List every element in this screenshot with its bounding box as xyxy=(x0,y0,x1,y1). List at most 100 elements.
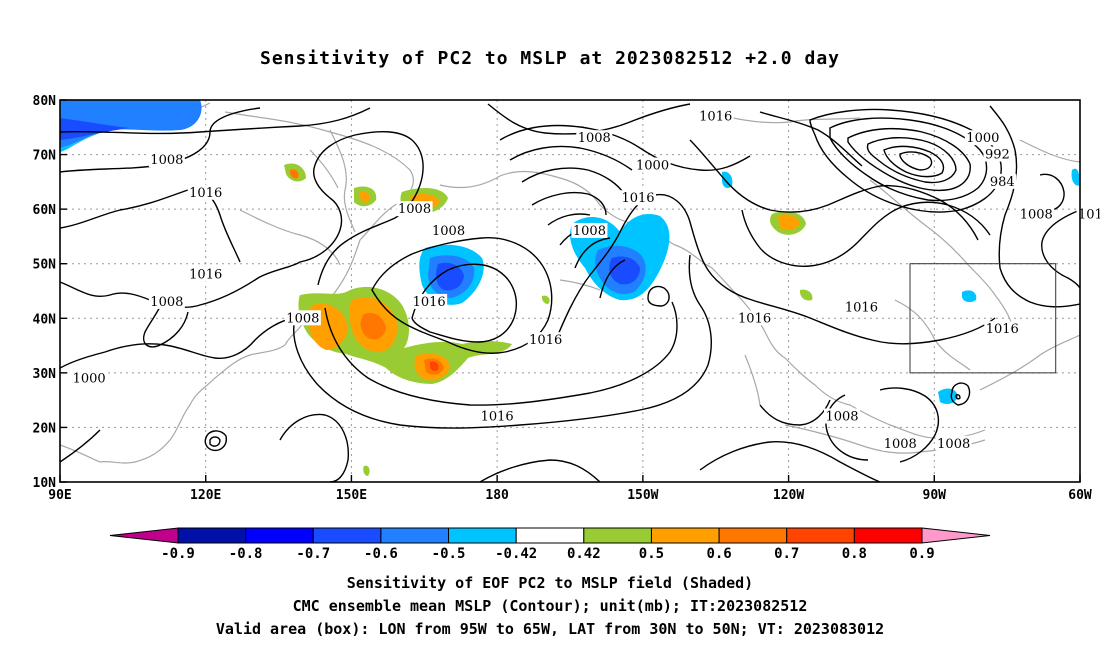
contour-label-bg xyxy=(284,310,321,326)
colorbar-label: -0.42 xyxy=(495,546,537,562)
contour-label-bg xyxy=(571,222,608,238)
contour-label-bg xyxy=(935,435,972,451)
lon-tick-label: 150W xyxy=(627,488,658,503)
contour-label-bg xyxy=(736,310,773,326)
caption-valid-area: Valid area (box): LON from 95W to 65W, L… xyxy=(215,620,885,638)
contour-label: 1008 xyxy=(398,202,431,217)
lon-tick-labels: 90E 120E 150E 180 150W 120W 90W 60W xyxy=(48,488,1092,503)
contour-label-bg xyxy=(1076,206,1100,222)
contour-label-bg xyxy=(411,293,448,309)
colorbar-segment xyxy=(245,527,314,544)
colorbar-label: 0.5 xyxy=(639,546,664,562)
contour-label: 1008 xyxy=(937,437,970,452)
contour-label-bg xyxy=(964,130,1001,146)
plot-title: Sensitivity of PC2 to MSLP at 2023082512… xyxy=(259,48,840,69)
contour-label-bg xyxy=(148,293,185,309)
lon-tick-label: 150E xyxy=(336,488,367,503)
contour-label: 1000 xyxy=(636,158,669,173)
colorbar-segment xyxy=(177,527,247,544)
contour-label-bg xyxy=(1018,206,1055,222)
lat-tick-labels: 10N 20N 30N 40N 50N 60N 70N 80N xyxy=(33,94,57,491)
map-background xyxy=(60,100,1080,482)
contour-label: 1016 xyxy=(189,186,222,201)
contour-label: 992 xyxy=(985,148,1010,163)
contour-label-bg xyxy=(620,190,656,206)
contour-label-bg xyxy=(430,222,467,238)
colorbar: -0.9 -0.8 -0.7 -0.6 -0.5 -0.42 0.42 0.5 0.6 0.7 0.… xyxy=(109,527,991,562)
contour-label: 1008 xyxy=(150,153,183,168)
contour-label: 1008 xyxy=(884,437,917,452)
contour-label-bg xyxy=(697,108,734,124)
colorbar-label: -0.9 xyxy=(161,546,195,562)
lon-tick-label: 120E xyxy=(190,488,221,503)
contour-label: 1016 xyxy=(845,300,878,315)
contour-label-bg xyxy=(988,173,1017,189)
contour-label: 1016 xyxy=(481,410,514,425)
contour-label: 1008 xyxy=(1020,208,1053,223)
lat-tick-label: 80N xyxy=(33,94,57,109)
colorbar-label: -0.8 xyxy=(229,546,263,562)
colorbar-segment xyxy=(718,527,788,544)
contour-label: 984 xyxy=(990,175,1015,190)
contour-label-bg xyxy=(983,146,1012,162)
colorbar-arrow-high xyxy=(921,527,991,544)
contour-label: 1000 xyxy=(966,131,999,146)
colorbar-label: -0.6 xyxy=(364,546,398,562)
gridlines xyxy=(60,100,1080,482)
caption-shading: Sensitivity of EOF PC2 to MSLP field (Sh… xyxy=(346,574,754,592)
contour-label: 1016 xyxy=(529,333,562,348)
contour-label-bg xyxy=(148,152,185,168)
colorbar-segment xyxy=(583,527,652,544)
colorbar-segment xyxy=(515,527,585,544)
contour-label: 1008 xyxy=(578,131,611,146)
contour-label-bg xyxy=(882,435,919,451)
lon-tick-label: 120W xyxy=(773,488,804,503)
lat-tick-label: 40N xyxy=(33,312,57,327)
contour-label-bg xyxy=(843,299,880,315)
colorbar-label: 0.8 xyxy=(842,546,867,562)
colorbar-segment xyxy=(650,527,720,544)
contour-label: 1016 xyxy=(413,295,446,310)
colorbar-segment xyxy=(380,527,450,544)
colorbar-segment xyxy=(853,527,923,544)
colorbar-segment xyxy=(312,527,382,544)
contour-label-bg xyxy=(396,201,433,217)
contour-label: 1016 xyxy=(621,191,654,206)
axis-ticks xyxy=(59,99,1081,483)
contour-label-bg xyxy=(634,157,671,173)
colorbar-label: 0.42 xyxy=(567,546,601,562)
map-frame xyxy=(59,99,1081,483)
lat-tick-label: 70N xyxy=(33,149,57,164)
colorbar-segment xyxy=(448,527,517,544)
lon-tick-label: 180 xyxy=(485,488,509,503)
lon-tick-label: 60W xyxy=(1068,488,1092,503)
colorbar-label: -0.5 xyxy=(432,546,466,562)
lat-tick-label: 60N xyxy=(33,203,57,218)
contour-label-bg xyxy=(187,266,224,282)
lon-tick-label: 90E xyxy=(48,488,71,503)
contour-label-bg xyxy=(187,184,224,200)
contour-label: 1016 xyxy=(1078,208,1100,223)
contour-label-bg xyxy=(527,332,564,348)
valid-area-box xyxy=(909,263,1057,374)
lat-tick-label: 20N xyxy=(33,421,57,436)
colorbar-label: 0.6 xyxy=(706,546,731,562)
contour-label: 1008 xyxy=(432,224,465,239)
mslp-contours xyxy=(60,103,1080,482)
contour-label: 1008 xyxy=(150,295,183,310)
contour-label-bg xyxy=(824,408,860,424)
colorbar-segment xyxy=(786,527,855,544)
colorbar-label: -0.7 xyxy=(296,546,330,562)
contour-label: 1016 xyxy=(986,322,1019,337)
colorbar-label: 0.7 xyxy=(774,546,799,562)
contour-labels: 1016100810001016100810161008100810081016… xyxy=(71,108,1100,452)
caption-contour: CMC ensemble mean MSLP (Contour); unit(m… xyxy=(292,597,808,615)
colorbar-arrow-low xyxy=(109,527,179,544)
lon-tick-label: 90W xyxy=(923,488,947,503)
contour-label-bg xyxy=(984,321,1021,337)
contour-label: 1008 xyxy=(825,410,858,425)
contour-label: 1000 xyxy=(73,371,106,386)
contour-label: 1008 xyxy=(286,311,319,326)
contour-label: 1016 xyxy=(189,268,222,283)
contour-label-bg xyxy=(71,370,108,386)
